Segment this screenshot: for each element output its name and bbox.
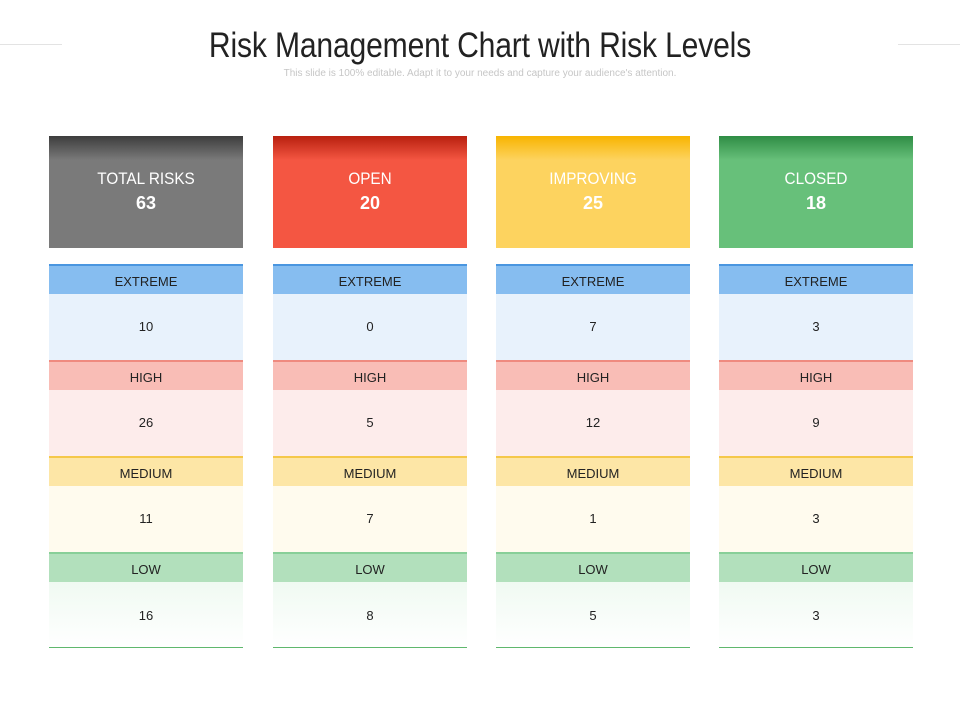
column-label: IMPROVING bbox=[549, 169, 637, 188]
level-value-medium: 7 bbox=[273, 486, 467, 552]
level-label-high: HIGH bbox=[496, 360, 690, 390]
column-label: CLOSED bbox=[784, 169, 848, 188]
level-value-extreme: 3 bbox=[719, 294, 913, 360]
level-label-extreme: EXTREME bbox=[273, 264, 467, 294]
level-label-medium: MEDIUM bbox=[496, 456, 690, 486]
level-label-low: LOW bbox=[273, 552, 467, 582]
column-label: TOTAL RISKS bbox=[97, 169, 195, 188]
level-value-low: 5 bbox=[496, 582, 690, 648]
decorative-line-right bbox=[898, 44, 960, 45]
level-label-high: HIGH bbox=[273, 360, 467, 390]
level-label-high: HIGH bbox=[49, 360, 243, 390]
level-value-high: 5 bbox=[273, 390, 467, 456]
column-label: OPEN bbox=[348, 169, 392, 188]
level-label-low: LOW bbox=[496, 552, 690, 582]
level-label-extreme: EXTREME bbox=[719, 264, 913, 294]
level-value-extreme: 10 bbox=[49, 294, 243, 360]
level-label-medium: MEDIUM bbox=[273, 456, 467, 486]
level-label-extreme: EXTREME bbox=[496, 264, 690, 294]
level-value-low: 8 bbox=[273, 582, 467, 648]
level-value-extreme: 0 bbox=[273, 294, 467, 360]
column-total: 18 bbox=[805, 193, 827, 213]
column-header: OPEN 20 bbox=[273, 136, 467, 248]
level-label-high: HIGH bbox=[719, 360, 913, 390]
level-label-low: LOW bbox=[719, 552, 913, 582]
level-value-low: 3 bbox=[719, 582, 913, 648]
level-value-medium: 1 bbox=[496, 486, 690, 552]
level-value-high: 9 bbox=[719, 390, 913, 456]
column-total: 20 bbox=[359, 193, 381, 213]
level-value-extreme: 7 bbox=[496, 294, 690, 360]
level-label-medium: MEDIUM bbox=[49, 456, 243, 486]
level-label-extreme: EXTREME bbox=[49, 264, 243, 294]
slide-title: Risk Management Chart with Risk Levels bbox=[208, 26, 752, 65]
level-value-high: 12 bbox=[496, 390, 690, 456]
column-total-risks: TOTAL RISKS 63 EXTREME 10 HIGH 26 MEDIUM… bbox=[49, 136, 243, 648]
level-value-low: 16 bbox=[49, 582, 243, 648]
column-header: IMPROVING 25 bbox=[496, 136, 690, 248]
column-total: 63 bbox=[135, 193, 157, 213]
column-open: OPEN 20 EXTREME 0 HIGH 5 MEDIUM 7 LOW 8 bbox=[273, 136, 467, 648]
level-label-medium: MEDIUM bbox=[719, 456, 913, 486]
decorative-line-left bbox=[0, 44, 62, 45]
level-value-medium: 3 bbox=[719, 486, 913, 552]
column-header: TOTAL RISKS 63 bbox=[49, 136, 243, 248]
column-closed: CLOSED 18 EXTREME 3 HIGH 9 MEDIUM 3 LOW … bbox=[719, 136, 913, 648]
column-header: CLOSED 18 bbox=[719, 136, 913, 248]
level-value-high: 26 bbox=[49, 390, 243, 456]
column-improving: IMPROVING 25 EXTREME 7 HIGH 12 MEDIUM 1 … bbox=[496, 136, 690, 648]
slide-subtitle: This slide is 100% editable. Adapt it to… bbox=[283, 68, 677, 79]
column-total: 25 bbox=[582, 193, 604, 213]
level-value-medium: 11 bbox=[49, 486, 243, 552]
level-label-low: LOW bbox=[49, 552, 243, 582]
